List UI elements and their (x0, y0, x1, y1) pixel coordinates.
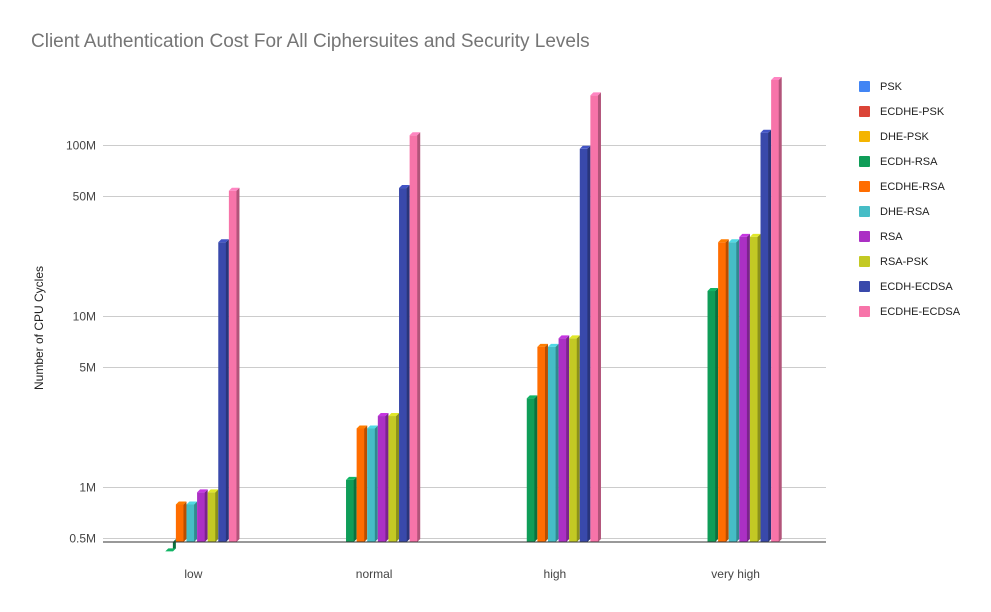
legend-item: ECDHE-ECDSA (859, 299, 960, 324)
legend-label: RSA (880, 230, 903, 243)
bar (367, 425, 378, 542)
legend-label: ECDH-ECDSA (880, 280, 953, 293)
x-tick-label: low (184, 567, 202, 581)
x-tick-label: very high (711, 567, 760, 581)
legend-item: ECDH-ECDSA (859, 274, 960, 299)
legend-item: RSA-PSK (859, 249, 960, 274)
legend-item: ECDHE-RSA (859, 174, 960, 199)
y-tick-label: 0.5M (69, 532, 96, 546)
x-tick-label: high (544, 567, 567, 581)
y-tick-label: 10M (73, 310, 96, 324)
bar (707, 288, 719, 542)
legend-swatch (859, 306, 870, 317)
bar (569, 335, 580, 542)
legend-item: PSK (859, 74, 960, 99)
x-axis-ticks: low normal high very high (184, 567, 760, 581)
chart-title: Client Authentication Cost For All Ciphe… (31, 31, 590, 52)
legend-label: ECDHE-PSK (880, 105, 945, 118)
legend-item: RSA (859, 224, 960, 249)
bar (388, 413, 400, 542)
y-tick-label: 1M (79, 481, 96, 495)
bar (547, 343, 559, 542)
gridlines (103, 145, 826, 539)
legend-label: RSA-PSK (880, 255, 929, 268)
bar (526, 395, 538, 542)
bars (165, 76, 782, 552)
legend-label: ECDHE-ECDSA (880, 305, 961, 318)
legend-item: DHE-RSA (859, 199, 960, 224)
bar (558, 335, 570, 542)
bar (207, 489, 219, 542)
legend-swatch (859, 106, 870, 117)
bar (739, 233, 750, 543)
bar (537, 343, 548, 542)
legend-swatch (859, 231, 870, 242)
bar (346, 476, 357, 542)
bar (356, 425, 368, 542)
legend-item: DHE-PSK (859, 124, 960, 149)
bar (218, 239, 229, 542)
legend-label: ECDH-RSA (880, 155, 938, 168)
y-tick-label: 100M (66, 139, 96, 153)
bar (377, 413, 389, 542)
legend-swatch (859, 131, 870, 142)
y-tick-label: 5M (79, 361, 96, 375)
legend-item: ECDHE-PSK (859, 99, 960, 124)
bar (579, 145, 591, 542)
legend-swatch (859, 256, 870, 267)
bar (728, 239, 740, 542)
legend: PSK ECDHE-PSK DHE-PSK ECDH-RSA ECDHE-RSA DHE-… (859, 74, 960, 324)
legend-swatch (859, 206, 870, 217)
bar (409, 132, 421, 542)
legend-swatch (859, 181, 870, 192)
legend-item: ECDH-RSA (859, 149, 960, 174)
bar (771, 76, 782, 542)
y-tick-label: 50M (73, 190, 96, 204)
bar (165, 539, 176, 552)
bar (175, 501, 187, 542)
legend-swatch (859, 156, 870, 167)
bar (197, 489, 208, 542)
bar (228, 187, 240, 542)
bar (399, 185, 410, 542)
bar (186, 501, 198, 542)
bar (749, 233, 761, 543)
x-tick-label: normal (356, 567, 393, 581)
y-axis-ticks: 0.5M 1M 5M 10M 50M 100M (66, 139, 96, 546)
legend-label: DHE-RSA (880, 205, 930, 218)
bar (760, 129, 772, 542)
legend-swatch (859, 81, 870, 92)
legend-label: ECDHE-RSA (880, 180, 945, 193)
legend-label: PSK (880, 80, 903, 93)
legend-label: DHE-PSK (880, 130, 929, 143)
bar (590, 92, 601, 542)
legend-swatch (859, 281, 870, 292)
bar (718, 239, 729, 542)
